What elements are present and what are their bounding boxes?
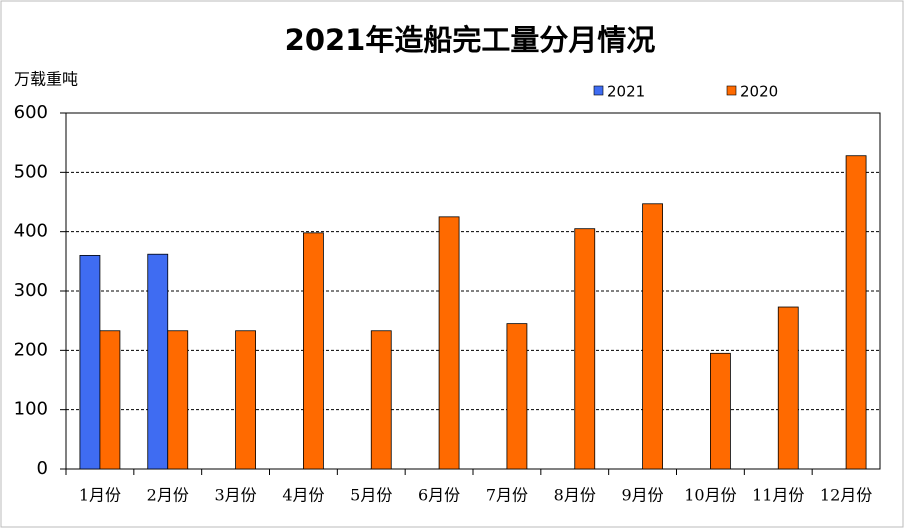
bar <box>642 203 663 470</box>
x-tick-label: 10月份 <box>684 486 736 505</box>
y-tick-label: 200 <box>14 339 48 360</box>
y-tick-label: 400 <box>14 221 48 242</box>
x-tick-label: 7月份 <box>486 486 528 505</box>
y-tick-label: 600 <box>14 102 48 123</box>
bar <box>235 330 256 470</box>
x-tick-label: 4月份 <box>282 486 324 505</box>
bar <box>506 323 528 470</box>
bar <box>710 352 731 470</box>
y-tick-label: 0 <box>37 458 48 479</box>
x-tick-label: 6月份 <box>418 486 460 505</box>
legend-label: 2020 <box>740 83 778 101</box>
y-tick-label: 100 <box>14 399 48 420</box>
bar <box>99 330 121 470</box>
x-tick-label: 9月份 <box>621 486 663 505</box>
bar <box>370 330 392 470</box>
bar <box>438 216 460 470</box>
legend-label: 2021 <box>607 83 645 101</box>
x-tick-label: 3月份 <box>214 486 256 505</box>
legend-swatch <box>726 85 737 96</box>
x-tick-label: 2月份 <box>147 486 189 505</box>
x-tick-label: 1月份 <box>79 486 121 505</box>
x-tick-label: 5月份 <box>350 486 392 505</box>
bar <box>167 330 189 470</box>
bar <box>303 232 324 470</box>
legend-swatch <box>593 85 604 96</box>
y-tick-label: 500 <box>14 161 48 182</box>
x-tick-label: 12月份 <box>820 486 872 505</box>
x-tick-label: 8月份 <box>554 486 596 505</box>
bar <box>79 254 101 470</box>
y-axis-label: 万载重吨 <box>14 70 78 89</box>
bar <box>574 228 596 470</box>
x-tick-label: 11月份 <box>752 486 804 505</box>
chart-title: 2021年造船完工量分月情况 <box>285 23 656 57</box>
bar <box>147 253 169 470</box>
y-tick-label: 300 <box>14 280 48 301</box>
bar <box>777 306 799 470</box>
bar <box>845 155 867 470</box>
